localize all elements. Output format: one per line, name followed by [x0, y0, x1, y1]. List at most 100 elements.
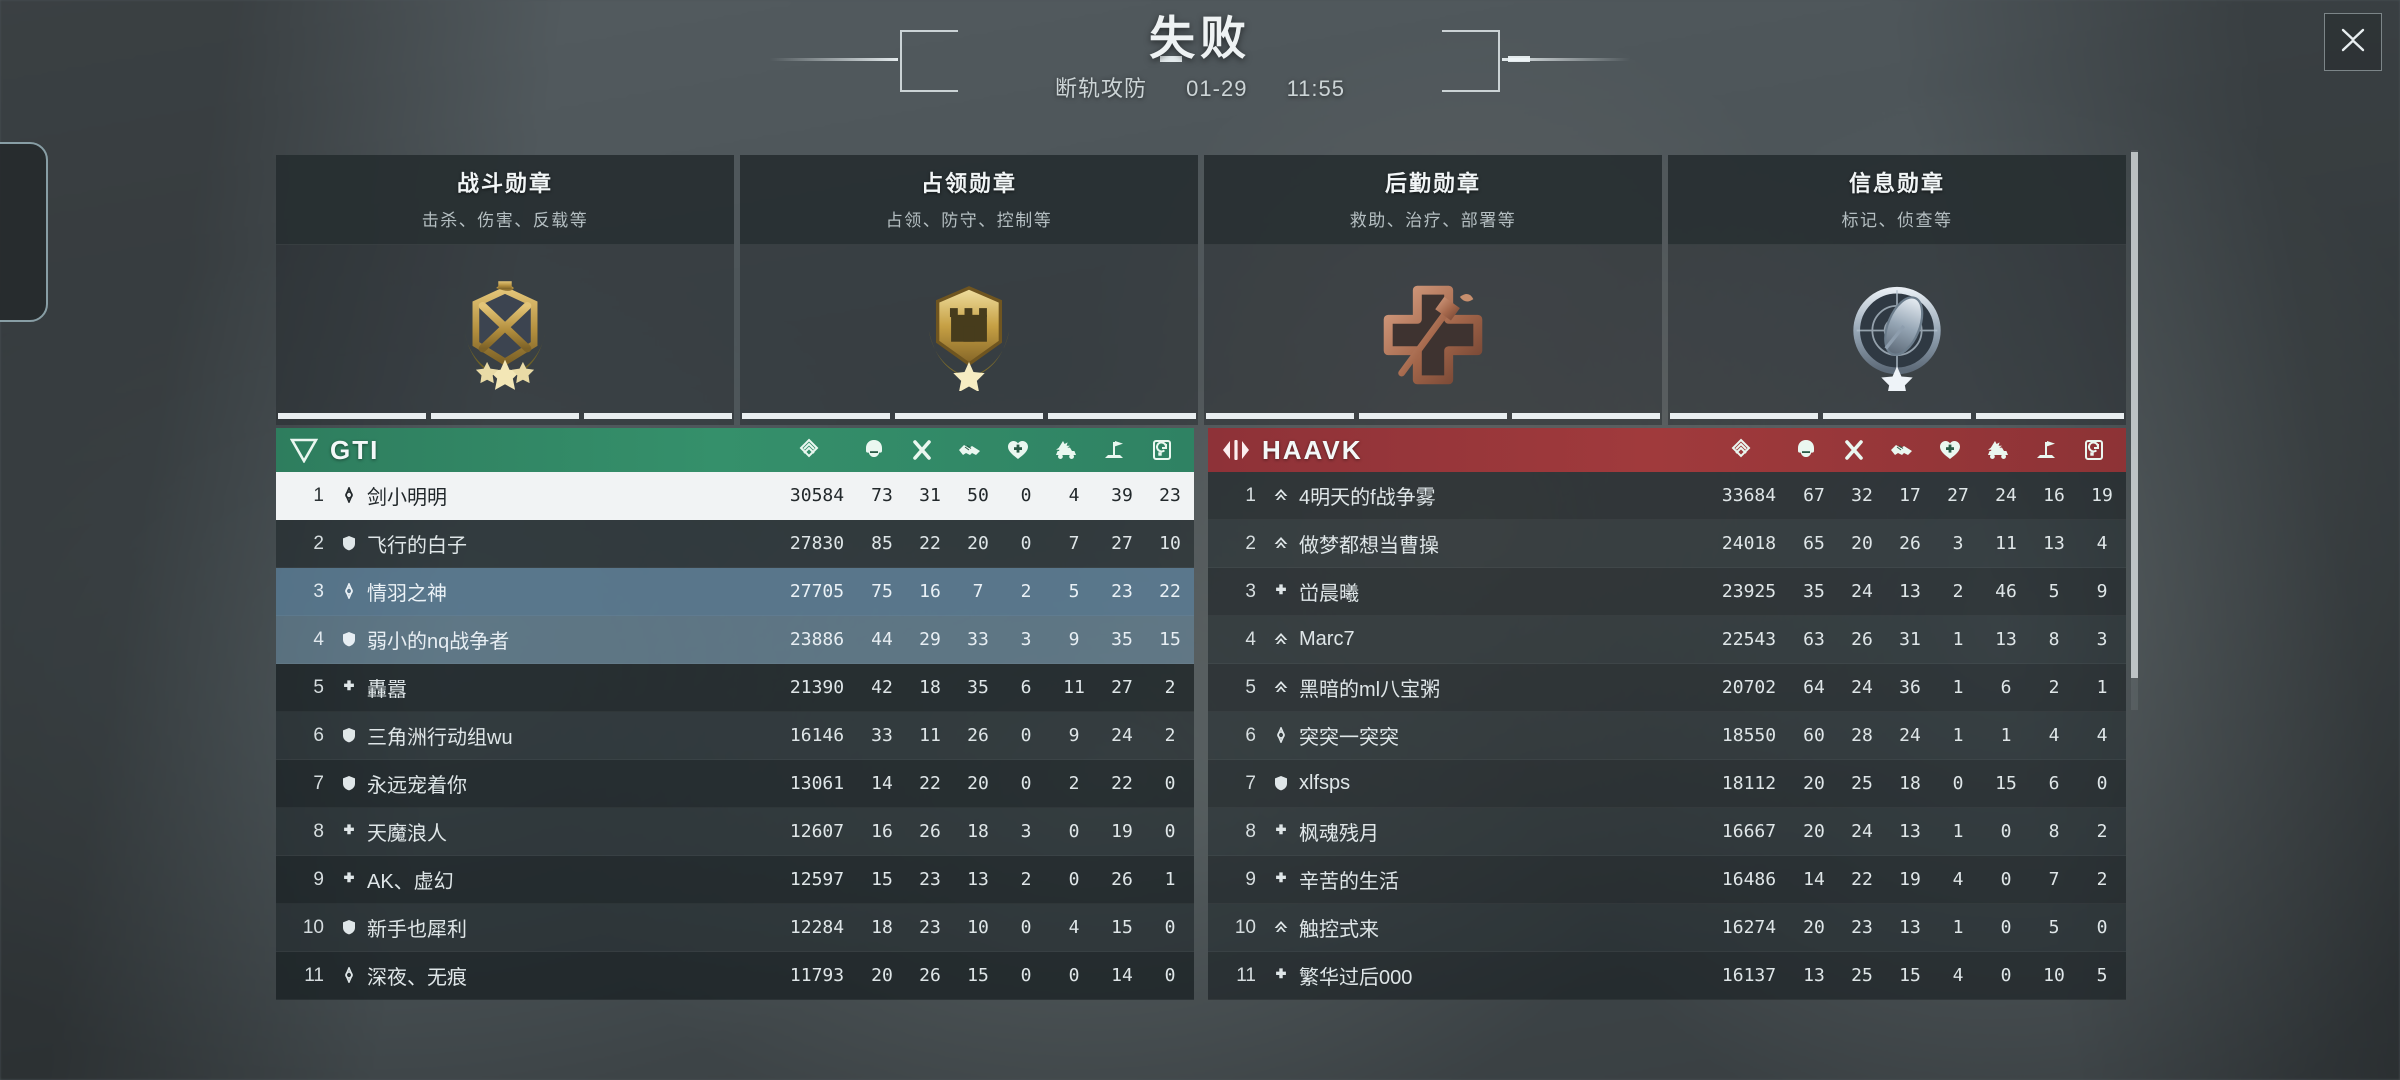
stat-cell: 24 — [1851, 581, 1873, 602]
table-row[interactable]: 8 天魔浪人 12607 16 26 18 3 0 19 0 — [276, 808, 1194, 856]
stat-cell: 18 — [919, 677, 941, 698]
table-row[interactable]: 5 轟囂 21390 42 18 35 6 11 27 2 — [276, 664, 1194, 712]
table-row[interactable]: 6 突突一突突 18550 60 28 24 1 1 4 4 — [1208, 712, 2126, 760]
medal-body — [276, 245, 734, 425]
stat-cell: 1 — [2000, 725, 2012, 746]
stat-cell: 46 — [1995, 581, 2017, 602]
score-chevron-icon[interactable] — [1700, 438, 1782, 462]
kill-helmet-icon[interactable] — [850, 438, 898, 462]
table-row[interactable]: 3 情羽之神 27705 75 16 7 2 5 23 22 — [276, 568, 1194, 616]
stat-cell: 4 — [1952, 869, 1964, 890]
stat-cell: 33 — [967, 629, 989, 650]
vertical-scrollbar-thumb[interactable] — [2131, 152, 2138, 678]
table-row[interactable]: 2 做梦都想当曹操 24018 65 20 26 3 11 13 4 — [1208, 520, 2126, 568]
assist-handshake-icon[interactable] — [946, 438, 994, 462]
stat-cell: 25 — [1851, 773, 1873, 794]
stat-cell: 27830 — [789, 533, 845, 554]
medal-card-header: 战斗勋章 击杀、伤害、反载等 — [276, 155, 734, 245]
stat-cell: 21390 — [789, 677, 845, 698]
stat-cell: 5 — [2048, 917, 2060, 938]
stat-cell: 0 — [2000, 821, 2012, 842]
table-row[interactable]: 7 永远宠着你 13061 14 22 20 0 2 22 0 — [276, 760, 1194, 808]
table-row[interactable]: 11 繁华过后000 16137 13 25 15 4 0 10 5 — [1208, 952, 2126, 1000]
table-row[interactable]: 1 剑小明明 30584 73 31 50 0 4 39 23 — [276, 472, 1194, 520]
table-row[interactable]: 10 触控式来 16274 20 23 13 1 0 5 0 — [1208, 904, 2126, 952]
table-row[interactable]: 9 AK、虚幻 12597 15 23 13 2 0 26 1 — [276, 856, 1194, 904]
class-medic-icon — [1270, 581, 1292, 603]
table-row[interactable]: 4 弱小的nq战争者 23886 44 29 33 3 9 35 15 — [276, 616, 1194, 664]
player-name: 枫魂残月 — [1299, 823, 1379, 845]
heal-heart-icon[interactable] — [994, 438, 1042, 462]
death-cross-icon[interactable] — [1830, 438, 1878, 462]
stat-cell: 31 — [1899, 629, 1921, 650]
player-stats: 18112 20 25 18 0 15 6 0 — [1708, 773, 2126, 794]
table-row[interactable]: 11 深夜、无痕 11793 20 26 15 0 0 14 0 — [276, 952, 1194, 1000]
table-row[interactable]: 5 黑暗的ml八宝粥 20702 64 24 36 1 6 2 1 — [1208, 664, 2126, 712]
table-row[interactable]: 9 辛苦的生活 16486 14 22 19 4 0 7 2 — [1208, 856, 2126, 904]
revive-clipboard-icon[interactable] — [2070, 438, 2118, 462]
close-button[interactable] — [2324, 13, 2382, 71]
stat-cell: 24 — [1851, 677, 1873, 698]
stat-cell: 1 — [1164, 869, 1176, 890]
class-scout-icon — [338, 581, 360, 603]
stat-cell: 12607 — [789, 821, 845, 842]
assist-handshake-icon[interactable] — [1878, 438, 1926, 462]
stat-cell: 4 — [1068, 485, 1080, 506]
heal-heart-icon[interactable] — [1926, 438, 1974, 462]
death-cross-icon[interactable] — [898, 438, 946, 462]
player-stats: 21390 42 18 35 6 11 27 2 — [776, 677, 1194, 698]
score-chevron-icon[interactable] — [768, 438, 850, 462]
stat-cell: 1 — [1952, 677, 1964, 698]
player-rank: 4 — [1245, 628, 1256, 650]
table-row[interactable]: 10 新手也犀利 12284 18 23 10 0 4 15 0 — [276, 904, 1194, 952]
capture-flag-icon[interactable] — [2022, 438, 2070, 462]
medal-card[interactable]: 占领勋章 占领、防守、控制等 — [740, 155, 1198, 425]
table-row[interactable]: 3 峃晨曦 23925 35 24 13 2 46 5 9 — [1208, 568, 2126, 616]
stat-cell: 0 — [1952, 773, 1964, 794]
stat-cell: 13 — [1803, 965, 1825, 986]
stat-cell: 5 — [2096, 965, 2108, 986]
medal-progress-segment — [1823, 413, 1971, 419]
stat-cell: 63 — [1803, 629, 1825, 650]
team-board-gti: GTI 1 剑小明明 30584 73 31 50 0 4 39 23 2 飞行的白子 27830 85 2… — [276, 428, 1194, 1008]
stat-cell: 5 — [1068, 581, 1080, 602]
stat-cell: 26 — [919, 821, 941, 842]
player-stats: 27830 85 22 20 0 7 27 10 — [776, 533, 1194, 554]
revive-clipboard-icon[interactable] — [1138, 438, 1186, 462]
medal-card[interactable]: 信息勋章 标记、侦查等 — [1668, 155, 2126, 425]
stat-cell: 16146 — [789, 725, 845, 746]
kill-helmet-icon[interactable] — [1782, 438, 1830, 462]
medal-card[interactable]: 后勤勋章 救助、治疗、部署等 — [1204, 155, 1662, 425]
stat-cell: 14 — [1803, 869, 1825, 890]
table-row[interactable]: 6 三角洲行动组wu 16146 33 11 26 0 9 24 2 — [276, 712, 1194, 760]
capture-flag-icon[interactable] — [1090, 438, 1138, 462]
table-row[interactable]: 7 xlfsps 18112 20 25 18 0 15 6 0 — [1208, 760, 2126, 808]
stat-cell: 30584 — [789, 485, 845, 506]
class-medic-icon — [1270, 869, 1292, 891]
vehicle-destroy-icon[interactable] — [1042, 438, 1090, 462]
stat-cell: 11 — [919, 725, 941, 746]
player-rank: 2 — [313, 532, 324, 554]
class-assault-icon — [338, 725, 360, 747]
stat-cell: 42 — [871, 677, 893, 698]
table-row[interactable]: 2 飞行的白子 27830 85 22 20 0 7 27 10 — [276, 520, 1194, 568]
table-row[interactable]: 1 4明天的f战争雾 33684 67 32 17 27 24 16 19 — [1208, 472, 2126, 520]
stat-cell: 6 — [1020, 677, 1032, 698]
class-engineer-icon — [1270, 533, 1292, 555]
table-row[interactable]: 4 Marc7 22543 63 26 31 1 13 8 3 — [1208, 616, 2126, 664]
stat-cell: 4 — [2048, 725, 2060, 746]
stat-cell: 1 — [1952, 917, 1964, 938]
stat-cell: 60 — [1803, 725, 1825, 746]
medal-card[interactable]: 战斗勋章 击杀、伤害、反载等 — [276, 155, 734, 425]
vehicle-destroy-icon[interactable] — [1974, 438, 2022, 462]
player-stats: 12597 15 23 13 2 0 26 1 — [776, 869, 1194, 890]
stat-cell: 27 — [1111, 533, 1133, 554]
medal-summary-row: 战斗勋章 击杀、伤害、反载等 占领勋章 占领、防守、控制等 后勤勋章 救助、治疗、部署… — [276, 155, 2126, 425]
stat-cell: 39 — [1111, 485, 1133, 506]
medic-cross-bronze-medal — [1377, 279, 1489, 391]
stat-cell: 36 — [1899, 677, 1921, 698]
class-medic-icon — [1270, 965, 1292, 987]
player-name: Marc7 — [1299, 628, 1355, 650]
stat-cell: 33 — [871, 725, 893, 746]
table-row[interactable]: 8 枫魂残月 16667 20 24 13 1 0 8 2 — [1208, 808, 2126, 856]
